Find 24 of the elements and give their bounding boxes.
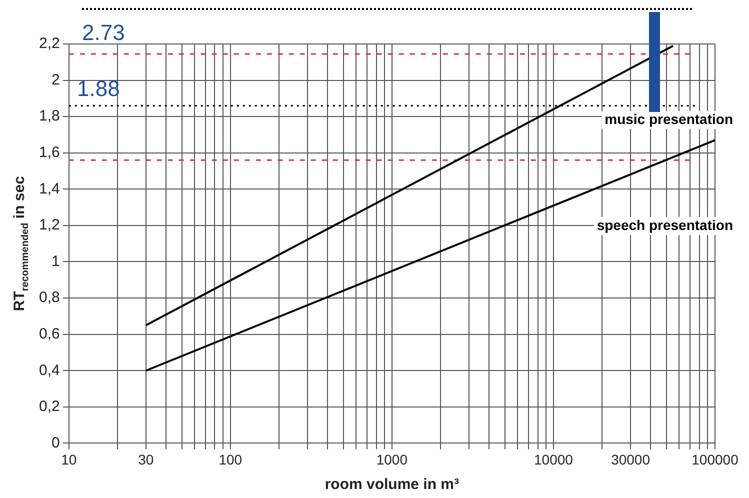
- y-tick-label: 0,2: [38, 398, 60, 416]
- x-tick-label: 1000: [376, 451, 408, 468]
- y-tick-label: 2,2: [38, 35, 60, 52]
- series-label: speech presentation: [596, 216, 733, 233]
- y-tick-label: 1,8: [38, 108, 60, 125]
- x-tick-label: 100000: [692, 451, 739, 468]
- series-label: music presentation: [604, 110, 733, 127]
- x-tick-label: 100: [218, 451, 242, 468]
- y-tick-label: 0,4: [38, 362, 60, 379]
- y-tick-label: 1,6: [38, 144, 60, 162]
- x-tick-label: 10: [61, 451, 77, 468]
- y-axis-title: RTrecommended in sec: [11, 176, 31, 312]
- x-tick-label: 30: [138, 451, 154, 468]
- annotation: 2.73: [82, 20, 125, 46]
- x-tick-label: 30000: [611, 451, 650, 468]
- y-tick-label: 0,8: [38, 289, 60, 306]
- y-tick-label: 2: [52, 71, 60, 88]
- y-tick-label: 1,4: [38, 180, 60, 198]
- y-tick-label: 1,2: [38, 216, 60, 234]
- x-axis-title: room volume in m³: [324, 476, 460, 494]
- y-tick-label: 0,6: [38, 325, 60, 342]
- x-tick-label: 10000: [534, 451, 574, 468]
- y-tick-label: 1: [52, 252, 60, 270]
- y-tick-label: 0: [52, 434, 60, 452]
